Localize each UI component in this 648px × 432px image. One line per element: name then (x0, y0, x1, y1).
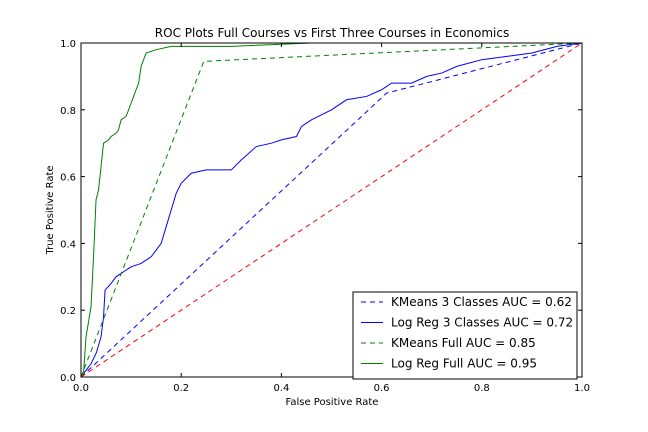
legend-box (352, 291, 578, 380)
y-axis-ticks: 0.0 0.2 0.4 0.6 0.8 1.0 (60, 39, 582, 384)
chart-title: ROC Plots Full Courses vs First Three Co… (155, 26, 509, 40)
x-tick-label: 0.2 (173, 383, 189, 394)
series-line-log-reg-3-classes-auc-0-72 (80, 42, 583, 378)
y-tick-label: 0.6 (60, 173, 76, 184)
x-tick-label: 0.8 (474, 383, 490, 394)
plot-frame (80, 42, 583, 378)
x-axis-label: False Positive Rate (286, 397, 379, 408)
legend-label: KMeans Full AUC = 0.85 (391, 336, 536, 350)
x-tick-label: 0.0 (73, 383, 89, 394)
y-tick-label: 0.2 (60, 306, 76, 317)
series-line-kmeans-3-classes-auc-0-62 (80, 42, 583, 378)
legend-label: Log Reg 3 Classes AUC = 0.72 (391, 316, 573, 330)
series-line-log-reg-full-auc-0-95 (80, 42, 582, 378)
x-tick-label: 0.4 (273, 383, 289, 394)
x-tick-label: 0.6 (374, 383, 390, 394)
y-tick-label: 0.0 (60, 373, 76, 384)
y-tick-label: 0.4 (60, 239, 76, 250)
series-line-chance-diagonal (80, 42, 583, 378)
y-tick-label: 1.0 (60, 39, 76, 50)
x-tick-label: 1.0 (574, 383, 590, 394)
legend-label: Log Reg Full AUC = 0.95 (391, 357, 537, 371)
series-line-kmeans-full-auc-0-85 (80, 42, 583, 378)
legend: KMeans 3 Classes AUC = 0.62 Log Reg 3 Cla… (352, 291, 578, 380)
y-axis-label: True Positive Rate (45, 165, 56, 255)
series-layer (80, 42, 583, 378)
y-tick-label: 0.8 (60, 106, 76, 117)
x-axis-ticks: 0.0 0.2 0.4 0.6 0.8 1.0 (73, 43, 590, 394)
legend-label: KMeans 3 Classes AUC = 0.62 (391, 295, 572, 309)
